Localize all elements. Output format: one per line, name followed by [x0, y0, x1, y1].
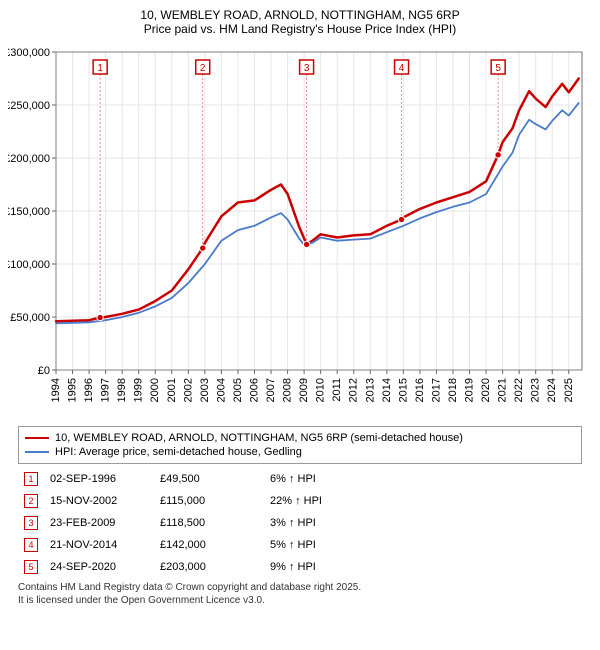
sale-date: 23-FEB-2009: [44, 512, 154, 534]
legend-text: 10, WEMBLEY ROAD, ARNOLD, NOTTINGHAM, NG…: [55, 432, 463, 444]
x-tick-label: 2010: [315, 378, 327, 402]
line-chart: £0 £50,000 £100,000 £150,000 £200,000 £250,00…: [8, 42, 592, 422]
chart-titles: 10, WEMBLEY ROAD, ARNOLD, NOTTINGHAM, NG…: [0, 0, 600, 42]
chart-marker-label: 5: [495, 63, 501, 74]
x-tick-label: 2022: [513, 378, 525, 402]
legend-item: HPI: Average price, semi-detached house,…: [25, 445, 575, 459]
y-tick-label: £150,000: [8, 206, 50, 218]
sale-marker: 3: [24, 516, 38, 530]
sales-table: 102-SEP-1996£49,5006% ↑ HPI215-NOV-2002£…: [18, 468, 328, 578]
table-row: 1 02-SEP-1996£49,5006% ↑ HPI: [18, 468, 328, 490]
x-tick-label: 2019: [464, 378, 476, 402]
footer-line-1: Contains HM Land Registry data © Crown c…: [18, 582, 582, 595]
title-line-2: Price paid vs. HM Land Registry's House …: [0, 22, 600, 36]
y-tick-label: £50,000: [10, 312, 50, 324]
x-tick-label: 1994: [50, 378, 62, 402]
x-tick-label: 2005: [232, 378, 244, 402]
y-tick-label: £250,000: [8, 100, 50, 112]
x-tick-label: 2012: [348, 378, 360, 402]
legend-swatch: [25, 437, 49, 439]
chart-marker-label: 1: [97, 63, 103, 74]
y-tick-label: £300,000: [8, 47, 50, 59]
x-tick-label: 2007: [265, 378, 277, 402]
chart-area: £0 £50,000 £100,000 £150,000 £200,000 £250,00…: [8, 42, 592, 422]
x-tick-label: 2006: [248, 378, 260, 402]
sale-marker: 5: [24, 560, 38, 574]
x-tick-label: 2014: [381, 378, 393, 402]
x-tick-label: 2000: [149, 378, 161, 402]
chart-marker-label: 4: [399, 63, 405, 74]
sale-delta: 3% ↑ HPI: [264, 512, 328, 534]
table-row: 3 23-FEB-2009£118,5003% ↑ HPI: [18, 512, 328, 534]
sale-delta: 6% ↑ HPI: [264, 468, 328, 490]
legend-item: 10, WEMBLEY ROAD, ARNOLD, NOTTINGHAM, NG…: [25, 431, 575, 445]
sale-date: 24-SEP-2020: [44, 556, 154, 578]
x-tick-label: 2025: [563, 378, 575, 402]
x-tick-label: 1997: [100, 378, 112, 402]
x-tick-label: 2023: [530, 378, 542, 402]
x-tick-label: 1995: [67, 378, 79, 402]
x-tick-label: 2011: [331, 378, 343, 402]
sale-price: £115,000: [154, 490, 264, 512]
x-tick-label: 1996: [83, 378, 95, 402]
legend-text: HPI: Average price, semi-detached house,…: [55, 446, 302, 458]
sale-date: 21-NOV-2014: [44, 534, 154, 556]
sale-marker: 2: [24, 494, 38, 508]
sale-date: 02-SEP-1996: [44, 468, 154, 490]
x-tick-label: 2009: [298, 378, 310, 402]
sale-price: £118,500: [154, 512, 264, 534]
x-tick-label: 2021: [497, 378, 509, 402]
sale-delta: 22% ↑ HPI: [264, 490, 328, 512]
chart-marker-label: 2: [200, 63, 206, 74]
footer-line-2: It is licensed under the Open Government…: [18, 595, 582, 608]
x-tick-label: 2020: [480, 378, 492, 402]
sale-price: £142,000: [154, 534, 264, 556]
x-tick-label: 2008: [282, 378, 294, 402]
sale-marker: 1: [24, 472, 38, 486]
table-row: 5 24-SEP-2020£203,0009% ↑ HPI: [18, 556, 328, 578]
sale-price: £203,000: [154, 556, 264, 578]
x-tick-label: 1999: [133, 378, 145, 402]
y-tick-label: £200,000: [8, 153, 50, 165]
sale-date: 15-NOV-2002: [44, 490, 154, 512]
footer-attribution: Contains HM Land Registry data © Crown c…: [18, 582, 582, 607]
legend-swatch: [25, 451, 49, 453]
sale-delta: 5% ↑ HPI: [264, 534, 328, 556]
sale-delta: 9% ↑ HPI: [264, 556, 328, 578]
y-tick-label: £100,000: [8, 259, 50, 271]
x-tick-label: 2013: [364, 378, 376, 402]
table-row: 2 15-NOV-2002£115,00022% ↑ HPI: [18, 490, 328, 512]
x-tick-label: 2001: [166, 378, 178, 402]
y-tick-label: £0: [38, 365, 50, 377]
title-line-1: 10, WEMBLEY ROAD, ARNOLD, NOTTINGHAM, NG…: [0, 8, 600, 22]
x-tick-label: 2017: [430, 378, 442, 402]
x-tick-label: 2016: [414, 378, 426, 402]
x-tick-label: 2002: [182, 378, 194, 402]
legend: 10, WEMBLEY ROAD, ARNOLD, NOTTINGHAM, NG…: [18, 426, 582, 464]
x-tick-label: 2004: [215, 378, 227, 402]
x-tick-label: 2003: [199, 378, 211, 402]
x-tick-label: 2024: [546, 378, 558, 402]
sale-price: £49,500: [154, 468, 264, 490]
sale-marker: 4: [24, 538, 38, 552]
x-tick-label: 2018: [447, 378, 459, 402]
table-row: 4 21-NOV-2014£142,0005% ↑ HPI: [18, 534, 328, 556]
x-tick-label: 1998: [116, 378, 128, 402]
chart-marker-label: 3: [304, 63, 310, 74]
x-tick-label: 2015: [397, 378, 409, 402]
